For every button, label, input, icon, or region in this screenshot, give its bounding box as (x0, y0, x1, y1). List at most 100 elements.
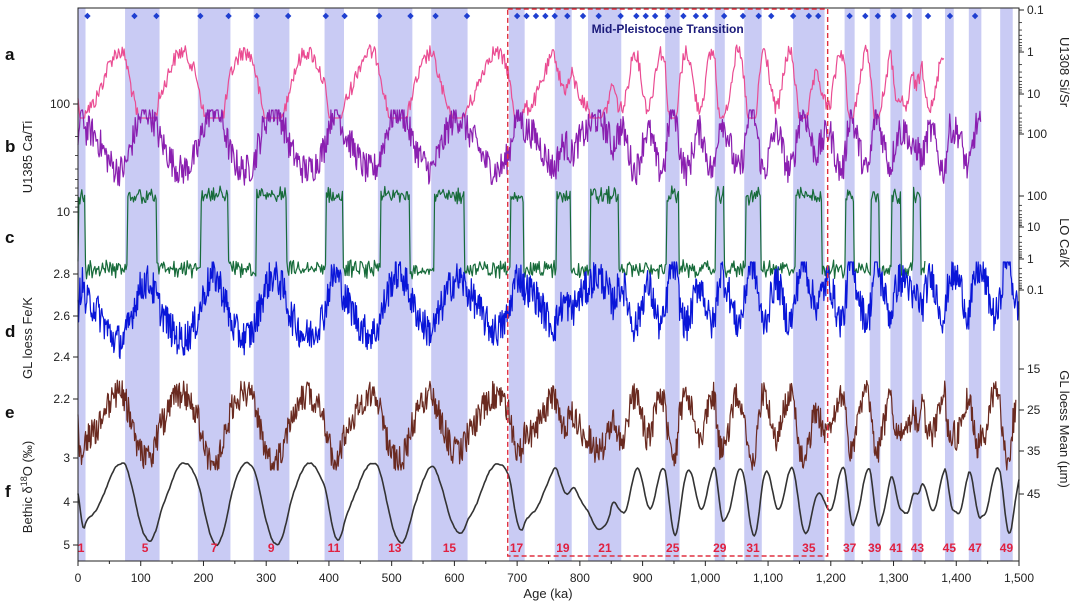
panel-letters: a b c d e f (5, 45, 15, 501)
tiepoint-marker (862, 12, 869, 20)
tiepoint-marker (946, 12, 954, 20)
y-tick-label: 1 (1027, 45, 1034, 59)
mis-label: 31 (746, 541, 760, 555)
glacial-band (324, 8, 344, 561)
x-axis-label: Age (ka) (523, 586, 572, 601)
y-axis-label-d18o: Bethic δ18O (‰) (19, 441, 35, 533)
x-tick-label: 900 (633, 571, 653, 585)
x-tick-label: 400 (319, 571, 339, 585)
panel-letter-e: e (5, 403, 14, 422)
y-tick-label: 0.1 (1027, 283, 1044, 297)
y-tick-label: 100 (50, 97, 70, 111)
tiepoint-marker (551, 12, 558, 20)
x-tick-label: 700 (507, 571, 527, 585)
mis-label: 29 (713, 541, 727, 555)
tiepoint-marker (874, 12, 882, 20)
y-axis-label-si-sr: U1308 Si/Sr (1057, 37, 1072, 108)
mis-label: 43 (911, 541, 925, 555)
y-tick-label: 45 (1027, 487, 1041, 501)
tiepoint-marker (84, 12, 91, 20)
x-tick-label: 1,200 (816, 571, 846, 585)
tiepoint-marker (407, 12, 414, 20)
y-axis-label-lo-cak: LO Ca/K (1057, 218, 1072, 268)
y-tick-label: 0.1 (1027, 3, 1044, 17)
y-tick-label: 2.4 (53, 350, 70, 364)
x-tick-label: 200 (193, 571, 213, 585)
y-tick-label: 1 (1027, 252, 1034, 266)
y-axis-label-ca-ti: U1385 Ca/Ti (20, 121, 35, 194)
tiepoint-marker (579, 12, 587, 20)
tiepoint-marker (197, 12, 204, 20)
mis-labels: 1 5 7 9 11 13 15 17 19 21 25 29 31 35 37 39 41 43 45 47 49 (78, 541, 1014, 555)
tiepoint-marker (906, 12, 913, 20)
tiepoint-marker (322, 12, 329, 20)
y-tick-label: 3 (63, 451, 70, 465)
mis-label: 15 (443, 541, 457, 555)
tiepoint-marker (680, 12, 687, 20)
mis-label: 39 (868, 541, 882, 555)
tiepoint-marker (789, 12, 797, 20)
tiepoint-marker (564, 12, 571, 20)
tiepoint-marker (463, 12, 471, 20)
panel-letter-c: c (5, 228, 14, 247)
d18o-label-sup: 18 (19, 476, 29, 486)
tiepoint-marker (702, 12, 709, 20)
mpt-label: Mid-Pleistocene Transition (592, 22, 744, 36)
tiepoint-marker (664, 12, 671, 20)
mis-label: 47 (968, 541, 982, 555)
mis-label: 13 (388, 541, 402, 555)
tiepoint-marker (805, 12, 813, 20)
y-tick-label: 10 (1027, 220, 1041, 234)
y-tick-label: 100 (1027, 127, 1047, 141)
series-lo_cak (77, 185, 926, 280)
y-axis-label-grain: GL loess Mean (µm) (1057, 370, 1072, 488)
x-tick-label: 1,400 (941, 571, 971, 585)
mis-label: 37 (843, 541, 857, 555)
glacial-band (508, 8, 525, 561)
mis-label: 35 (802, 541, 816, 555)
x-tick-label: 1,500 (1004, 571, 1034, 585)
mis-label: 7 (211, 541, 218, 555)
x-tick-label: 800 (570, 571, 590, 585)
series-d18o (77, 461, 1020, 547)
panel-letter-b: b (5, 137, 15, 156)
panel-letter-d: d (5, 322, 15, 341)
y-tick-label: 15 (1027, 362, 1041, 376)
data-series (77, 44, 1020, 547)
tiepoint-marker (284, 12, 292, 20)
x-tick-label: 1,000 (690, 571, 720, 585)
y-tick-label: 10 (1027, 87, 1041, 101)
d18o-label-prefix: Bethic δ (20, 486, 35, 533)
x-tick-label: 100 (131, 571, 151, 585)
x-tick-label: 300 (256, 571, 276, 585)
mis-label: 41 (889, 541, 903, 555)
glacial-band (197, 8, 231, 561)
y-tick-label: 35 (1027, 444, 1041, 458)
tiepoint-marker (225, 12, 232, 20)
tiepoint-marker (595, 12, 602, 20)
tiepoint-markers (84, 12, 979, 20)
tiepoint-marker (542, 12, 549, 20)
x-tick-label: 500 (382, 571, 402, 585)
d18o-label-suffix: O (‰) (20, 441, 35, 476)
tiepoint-marker (432, 12, 439, 20)
tiepoint-marker (651, 12, 659, 20)
mis-label: 21 (598, 541, 612, 555)
mis-label: 49 (1000, 541, 1014, 555)
x-tick-label: 1,100 (753, 571, 783, 585)
tiepoint-marker (532, 12, 540, 20)
mis-label: 45 (943, 541, 957, 555)
mis-label: 11 (328, 541, 341, 555)
tiepoint-marker (815, 12, 822, 20)
mis-label: 17 (510, 541, 524, 555)
y-tick-label: 25 (1027, 403, 1041, 417)
tiepoint-marker (768, 12, 775, 20)
y-tick-label: 100 (1027, 189, 1047, 203)
mpt-window (507, 8, 829, 557)
tiepoint-marker (253, 12, 260, 20)
tiepoint-marker (755, 12, 762, 20)
tiepoint-marker (846, 12, 853, 20)
glacial-band (431, 8, 468, 561)
mis-label: 5 (142, 541, 149, 555)
